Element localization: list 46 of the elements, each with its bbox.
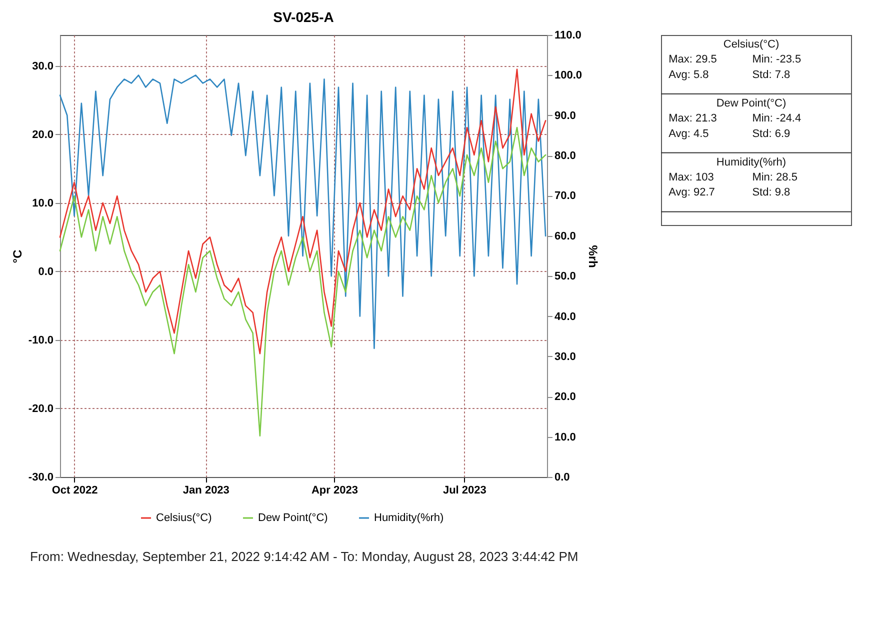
text: Min: -24.4 xyxy=(752,112,802,125)
text: Std: 6.9 xyxy=(752,128,790,140)
text: Celsius(°C) xyxy=(723,38,780,50)
y2-tick-label: 80.0 xyxy=(554,150,576,162)
y-tick-label: -10.0 xyxy=(28,334,54,346)
y2-tick-label: 0.0 xyxy=(554,472,570,484)
text: Std: 7.8 xyxy=(752,68,790,81)
legend-label: Dew Point(°C) xyxy=(258,512,328,524)
y-tick-label: 0.0 xyxy=(38,266,54,278)
x-tick-label: Apr 2023 xyxy=(311,484,358,496)
y-tick-label: -20.0 xyxy=(28,402,54,415)
y-axis-title: °C xyxy=(10,249,24,264)
x-tick-label: Jan 2023 xyxy=(182,484,230,496)
y2-tick-label: 70.0 xyxy=(554,190,576,202)
y2-tick-label: 20.0 xyxy=(554,391,576,404)
text: Dew Point(°C) xyxy=(716,97,786,110)
y2-tick-label: 110.0 xyxy=(554,30,582,42)
y-tick-label: 30.0 xyxy=(32,60,54,72)
x-tick-label: Oct 2022 xyxy=(52,484,98,496)
text: Avg: 4.5 xyxy=(668,128,709,140)
y-tick-label: 20.0 xyxy=(32,128,54,141)
text: Avg: 5.8 xyxy=(668,68,709,81)
y2-tick-label: 40.0 xyxy=(554,310,576,323)
text: From: Wednesday, September 21, 2022 9:14:42 AM - To: Monday, August 28, 2023 3:44:42 PM xyxy=(30,549,578,564)
text: Std: 9.8 xyxy=(752,186,790,199)
legend-label: Celsius(°C) xyxy=(156,512,212,524)
legend-label: Humidity(%rh) xyxy=(374,512,444,524)
y2-tick-label: 90.0 xyxy=(554,110,576,122)
text: Avg: 92.7 xyxy=(668,186,715,199)
y2-tick-label: 10.0 xyxy=(554,431,576,444)
text: Min: -23.5 xyxy=(752,54,802,66)
y-tick-label: -30.0 xyxy=(28,472,54,484)
y-tick-label: 10.0 xyxy=(32,197,54,210)
chart-title: SV-025-A xyxy=(273,9,334,25)
y2-axis-title: %rh xyxy=(586,245,600,268)
line-series xyxy=(59,126,546,437)
text: Max: 103 xyxy=(668,172,714,184)
text: Max: 21.3 xyxy=(668,112,717,125)
text: Max: 29.5 xyxy=(668,54,717,66)
y2-tick-label: 30.0 xyxy=(554,350,576,363)
y2-tick-label: 50.0 xyxy=(554,270,576,283)
y2-tick-label: 100.0 xyxy=(554,70,582,82)
x-tick-label: Jul 2023 xyxy=(442,484,486,496)
y2-tick-label: 60.0 xyxy=(554,230,576,242)
text: Humidity(%rh) xyxy=(716,156,786,168)
text: Min: 28.5 xyxy=(752,172,798,184)
